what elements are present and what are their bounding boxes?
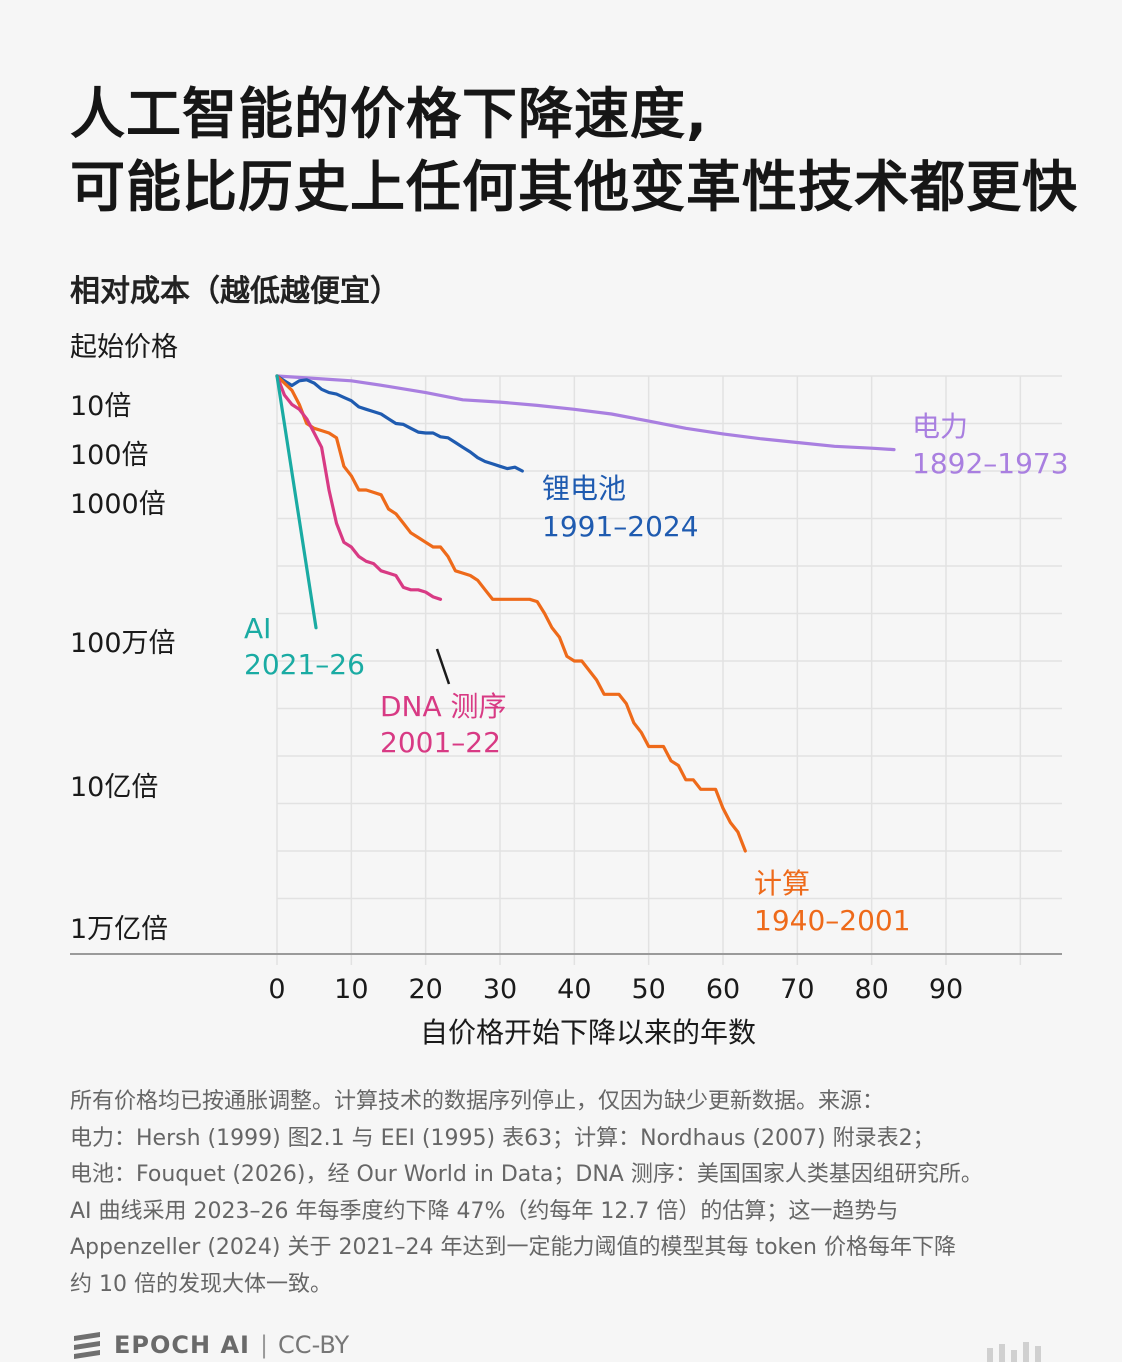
x-tick-label: 60	[706, 974, 740, 1005]
license-label: CC-BY	[278, 1331, 350, 1359]
epoch-logo-icon	[74, 1332, 100, 1359]
series-label-electricity: 电力	[912, 410, 968, 443]
series-line-computing	[275, 374, 747, 853]
chart-svg: 起始价格 10倍 100倍 1000倍 100万倍 10亿倍 1万亿倍 0 10 20 30 40 50…	[70, 332, 1069, 1049]
x-tick-label: 20	[408, 974, 442, 1005]
footnote-line: 约 10 倍的发现大体一致。	[70, 1271, 332, 1297]
x-tick-label: 40	[557, 974, 591, 1005]
x-tick-label: 30	[483, 974, 517, 1005]
footnote-line: 所有价格均已按通胀调整。计算技术的数据序列停止，仅因为缺少更新数据。来源：	[70, 1089, 885, 1114]
y-tick-label: 100万倍	[70, 628, 176, 659]
y-tick-label: 1000倍	[70, 489, 166, 520]
footnote-line: 电力：Hersh (1999) 图2.1 与 EEI (1995) 表63；计算…	[70, 1125, 935, 1151]
series-label-computing: 计算	[754, 867, 810, 900]
title-line-2: 可能比历史上任何其他变革性技术都更快	[70, 155, 1079, 219]
footnote: 所有价格均已按通胀调整。计算技术的数据序列停止，仅因为缺少更新数据。来源： 电力…	[70, 1084, 1070, 1303]
y-tick-label: 10亿倍	[70, 772, 158, 803]
title-line-1: 人工智能的价格下降速度,	[70, 82, 708, 146]
y-tick-label: 10倍	[70, 391, 131, 422]
series-line-dna-sequencing	[275, 374, 443, 601]
series-line-ai	[275, 374, 318, 630]
x-tick-label: 10	[334, 974, 368, 1005]
series-years-ai: 2021–26	[244, 648, 365, 681]
dna-label-connector	[435, 648, 451, 685]
y-tick-label: 起始价格	[70, 332, 178, 363]
series-years-lithium-battery: 1991–2024	[542, 510, 699, 543]
x-tick-label: 70	[780, 974, 814, 1005]
footnote-line: Appenzeller (2024) 关于 2021–24 年达到一定能力阈值的…	[70, 1235, 956, 1260]
footer-separator: |	[259, 1331, 269, 1359]
footnote-line: AI 曲线采用 2023–26 年每季度约下降 47%（约每年 12.7 倍）的…	[70, 1198, 899, 1224]
series-years-computing: 1940–2001	[754, 904, 911, 937]
y-tick-label: 100倍	[70, 440, 149, 471]
chart-subtitle: 相对成本（越低越便宜）	[70, 274, 400, 309]
series-label-lithium-battery: 锂电池	[542, 472, 626, 505]
watermark-bars-icon	[987, 1342, 1041, 1362]
series-line-electricity	[275, 374, 896, 452]
x-tick-label: 90	[929, 974, 963, 1005]
x-axis-label: 自价格开始下降以来的年数	[420, 1016, 756, 1049]
x-tick-label: 80	[854, 974, 888, 1005]
series-line-lithium-battery	[275, 374, 524, 473]
brand-name: EPOCH AI	[114, 1331, 250, 1359]
series-years-electricity: 1892–1973	[912, 447, 1069, 480]
footnote-line: 电池：Fouquet (2026)，经 Our World in Data；DN…	[70, 1162, 983, 1187]
footer: EPOCH AI | CC-BY	[70, 1330, 349, 1360]
y-tick-label: 1万亿倍	[70, 914, 168, 945]
page-title: 人工智能的价格下降速度, 可能比历史上任何其他变革性技术都更快	[70, 78, 1080, 224]
series-label-dna-sequencing: DNA 测序	[380, 690, 507, 723]
series-label-ai: AI	[244, 612, 271, 645]
x-tick-label: 0	[268, 974, 285, 1005]
series-years-dna-sequencing: 2001–22	[380, 726, 501, 759]
x-tick-label: 50	[631, 974, 665, 1005]
